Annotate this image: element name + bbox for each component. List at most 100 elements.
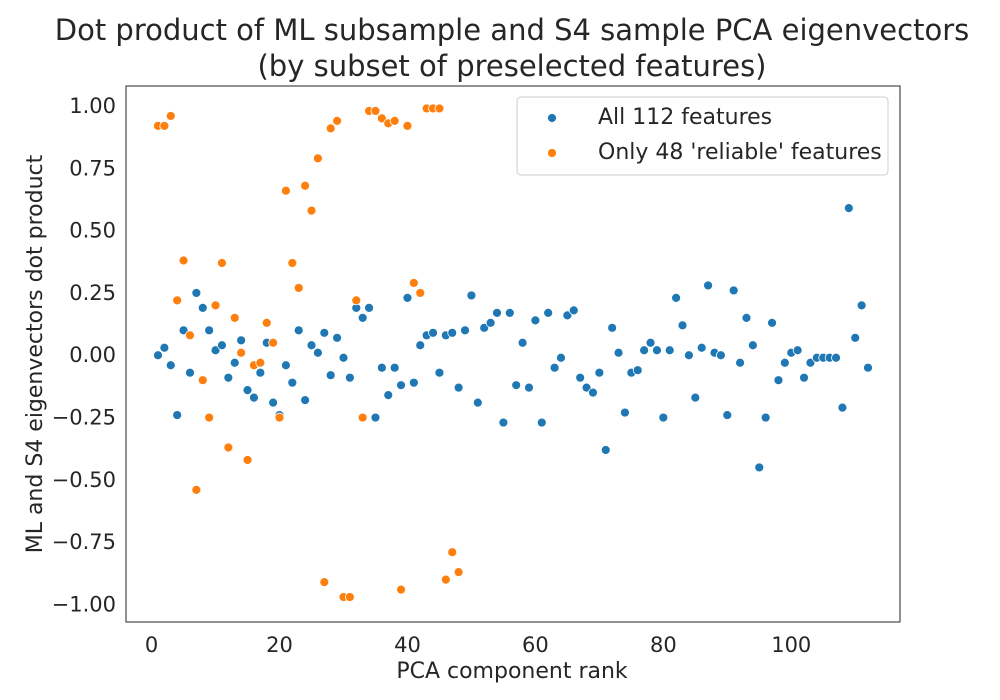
data-point <box>249 392 259 403</box>
x-tick-label: 80 <box>650 633 677 657</box>
data-point <box>658 412 669 423</box>
chart-subtitle: (by subset of preselected features) <box>257 49 766 83</box>
data-point <box>600 445 611 455</box>
data-point <box>338 352 349 363</box>
data-point <box>703 280 713 291</box>
data-point <box>773 375 784 386</box>
data-point <box>172 410 183 420</box>
data-point <box>466 290 477 301</box>
data-point <box>415 288 426 298</box>
data-point <box>153 350 163 361</box>
data-point <box>562 310 573 321</box>
data-point <box>325 370 336 381</box>
data-point <box>313 153 323 164</box>
data-point <box>332 332 342 343</box>
y-tick-label: −1.00 <box>52 593 116 617</box>
data-point <box>664 345 675 356</box>
chart-title: Dot product of ML subsample and S4 sampl… <box>55 13 969 47</box>
data-point <box>357 312 368 323</box>
x-tick-label: 60 <box>522 633 549 657</box>
y-tick-label: −0.50 <box>52 468 116 492</box>
data-point <box>293 325 304 336</box>
data-point <box>217 340 227 351</box>
legend-label-all-features: All 112 features <box>598 105 772 130</box>
data-point <box>837 402 848 413</box>
legend-label-reliable-features: Only 48 'reliable' features <box>598 140 882 165</box>
data-point <box>408 377 419 388</box>
data-point <box>684 350 694 361</box>
data-point <box>715 350 726 361</box>
data-point <box>306 205 317 216</box>
data-point <box>690 392 701 403</box>
legend-marker-all-features <box>547 113 557 123</box>
data-point <box>325 123 336 134</box>
data-point <box>511 380 522 391</box>
data-point <box>856 300 867 311</box>
data-point <box>274 412 285 423</box>
x-tick-label: 40 <box>394 633 421 657</box>
data-point <box>831 352 841 363</box>
data-point <box>453 567 464 578</box>
data-point <box>447 327 458 338</box>
data-point <box>229 312 240 323</box>
data-point <box>159 120 170 131</box>
y-tick-label: 0.75 <box>69 156 116 180</box>
data-point <box>843 203 854 214</box>
data-point <box>191 484 202 495</box>
data-point <box>351 295 362 306</box>
y-tick-label: 1.00 <box>69 94 116 118</box>
data-point <box>313 347 323 358</box>
x-tick-label: 20 <box>266 633 293 657</box>
data-point <box>178 255 189 266</box>
data-point <box>281 185 291 196</box>
data-point <box>588 387 598 398</box>
data-point <box>376 362 387 373</box>
x-tick-label: 0 <box>145 633 158 657</box>
y-tick-label: 0.25 <box>69 281 116 305</box>
data-point <box>594 367 605 378</box>
data-point <box>223 442 234 453</box>
data-point <box>293 283 304 293</box>
data-point <box>217 258 227 268</box>
data-point <box>850 332 861 343</box>
data-point <box>210 300 221 311</box>
data-point <box>332 116 342 126</box>
data-point <box>172 295 183 306</box>
data-point <box>735 357 745 368</box>
data-point <box>632 365 643 376</box>
data-point <box>204 412 215 423</box>
data-point <box>428 327 438 338</box>
x-axis-label: PCA component rank <box>396 659 628 684</box>
data-point <box>549 362 560 373</box>
data-point <box>370 412 381 423</box>
data-point <box>696 342 707 353</box>
data-point <box>229 357 240 368</box>
data-point <box>517 337 528 348</box>
y-tick-label: 0.50 <box>69 219 116 243</box>
data-point <box>575 372 586 383</box>
data-point <box>652 345 662 356</box>
data-point <box>223 372 234 383</box>
data-point <box>255 367 266 378</box>
data-point <box>434 103 445 114</box>
data-point <box>607 322 618 333</box>
data-point <box>556 352 566 363</box>
data-point <box>370 106 381 116</box>
y-tick-label: 0.00 <box>69 343 116 367</box>
legend-box <box>516 96 889 176</box>
data-point <box>236 335 247 346</box>
data-point <box>639 345 650 356</box>
data-point <box>191 288 202 298</box>
data-point <box>287 377 298 388</box>
data-point <box>396 380 406 391</box>
data-point <box>568 305 579 316</box>
data-point <box>524 382 534 393</box>
data-point <box>530 315 541 326</box>
data-point <box>268 337 279 348</box>
data-point <box>159 342 170 353</box>
data-point <box>754 462 765 473</box>
data-point <box>453 382 464 393</box>
data-point <box>210 345 221 356</box>
data-point <box>747 340 758 351</box>
data-point <box>255 357 266 368</box>
